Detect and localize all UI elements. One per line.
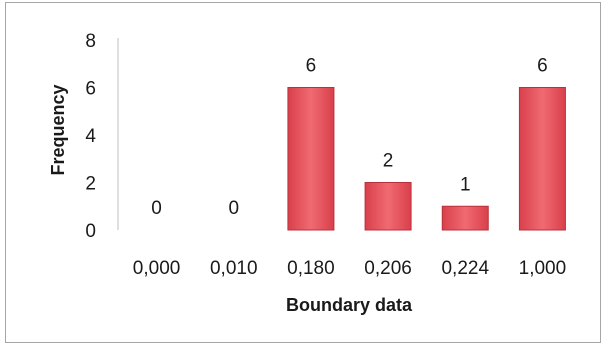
bar bbox=[287, 87, 335, 231]
bar-chart: 0 2 4 6 8 0 0 6 2 1 6 0,000 0,010 0,180 0,206 0,224 1,… bbox=[48, 31, 566, 315]
x-tick-label: 0,206 bbox=[364, 258, 412, 279]
x-tick-label: 1,000 bbox=[519, 258, 567, 279]
data-label: 6 bbox=[537, 56, 548, 77]
chart-frame: 0 2 4 6 8 0 0 6 2 1 6 0,000 0,010 0,180 0,206 0,224 1,… bbox=[5, 2, 601, 343]
data-labels: 0 0 6 2 1 6 bbox=[151, 56, 547, 220]
y-tick-label: 6 bbox=[85, 79, 96, 100]
x-tick-label: 0,010 bbox=[210, 258, 258, 279]
y-axis-title: Frequency bbox=[48, 84, 68, 175]
data-label: 1 bbox=[460, 174, 471, 195]
x-tick-label: 0,224 bbox=[441, 258, 489, 279]
y-tick-label: 8 bbox=[85, 31, 96, 52]
data-label: 6 bbox=[306, 56, 317, 77]
y-tick-label: 2 bbox=[85, 174, 96, 195]
bar bbox=[518, 87, 566, 231]
y-tick-label: 0 bbox=[85, 221, 96, 242]
y-axis-ticks: 0 2 4 6 8 bbox=[85, 31, 96, 242]
x-tick-label: 0,180 bbox=[287, 258, 335, 279]
x-axis-title: Boundary data bbox=[286, 295, 413, 315]
bar bbox=[364, 182, 412, 231]
bars bbox=[287, 87, 566, 231]
x-axis-ticks: 0,000 0,010 0,180 0,206 0,224 1,000 bbox=[133, 258, 566, 279]
data-label: 0 bbox=[228, 198, 239, 219]
data-label: 0 bbox=[151, 198, 162, 219]
data-label: 2 bbox=[383, 151, 394, 172]
x-tick-label: 0,000 bbox=[133, 258, 181, 279]
y-tick-label: 4 bbox=[85, 126, 96, 147]
bar bbox=[441, 205, 489, 231]
